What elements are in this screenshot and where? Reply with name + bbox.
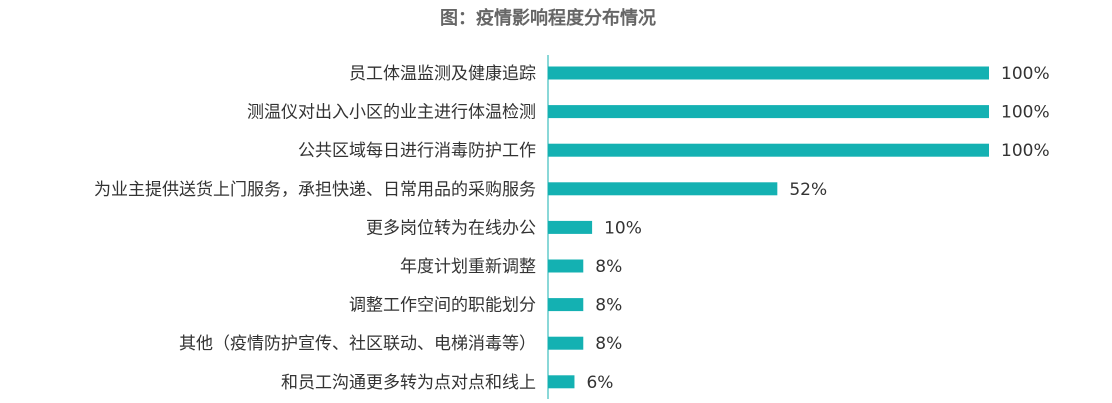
- bar: [548, 259, 584, 273]
- category-label: 其他（疫情防护宣传、社区联动、电梯消毒等）: [179, 334, 536, 354]
- category-label: 更多岗位转为在线办公: [366, 218, 536, 238]
- bar: [548, 105, 989, 119]
- bars-layer: 员工体温监测及健康追踪 100% 测温仪对出入小区的业主进行体温检测 100% 公共区域…: [94, 64, 1050, 393]
- bar: [548, 66, 989, 80]
- value-label: 8%: [595, 296, 622, 316]
- value-label: 8%: [595, 334, 622, 354]
- value-label: 52%: [789, 180, 827, 200]
- category-label: 和员工沟通更多转为点对点和线上: [281, 373, 536, 393]
- value-label: 6%: [586, 373, 613, 393]
- bar: [548, 336, 584, 350]
- value-label: 8%: [595, 257, 622, 277]
- bar: [548, 375, 575, 389]
- category-label: 调整工作空间的职能划分: [349, 296, 536, 316]
- category-label: 为业主提供送货上门服务，承担快递、日常用品的采购服务: [94, 180, 536, 200]
- bar: [548, 182, 778, 196]
- value-label: 100%: [1001, 64, 1050, 84]
- category-label: 员工体温监测及健康追踪: [349, 64, 536, 84]
- chart-title: 图：疫情影响程度分布情况: [440, 7, 656, 29]
- bar: [548, 298, 584, 312]
- category-label: 年度计划重新调整: [400, 257, 536, 277]
- value-label: 10%: [604, 218, 642, 238]
- bar: [548, 220, 593, 234]
- bar: [548, 143, 989, 157]
- category-label: 公共区域每日进行消毒防护工作: [298, 141, 536, 161]
- value-label: 100%: [1001, 141, 1050, 161]
- category-label: 测温仪对出入小区的业主进行体温检测: [247, 103, 536, 123]
- value-label: 100%: [1001, 103, 1050, 123]
